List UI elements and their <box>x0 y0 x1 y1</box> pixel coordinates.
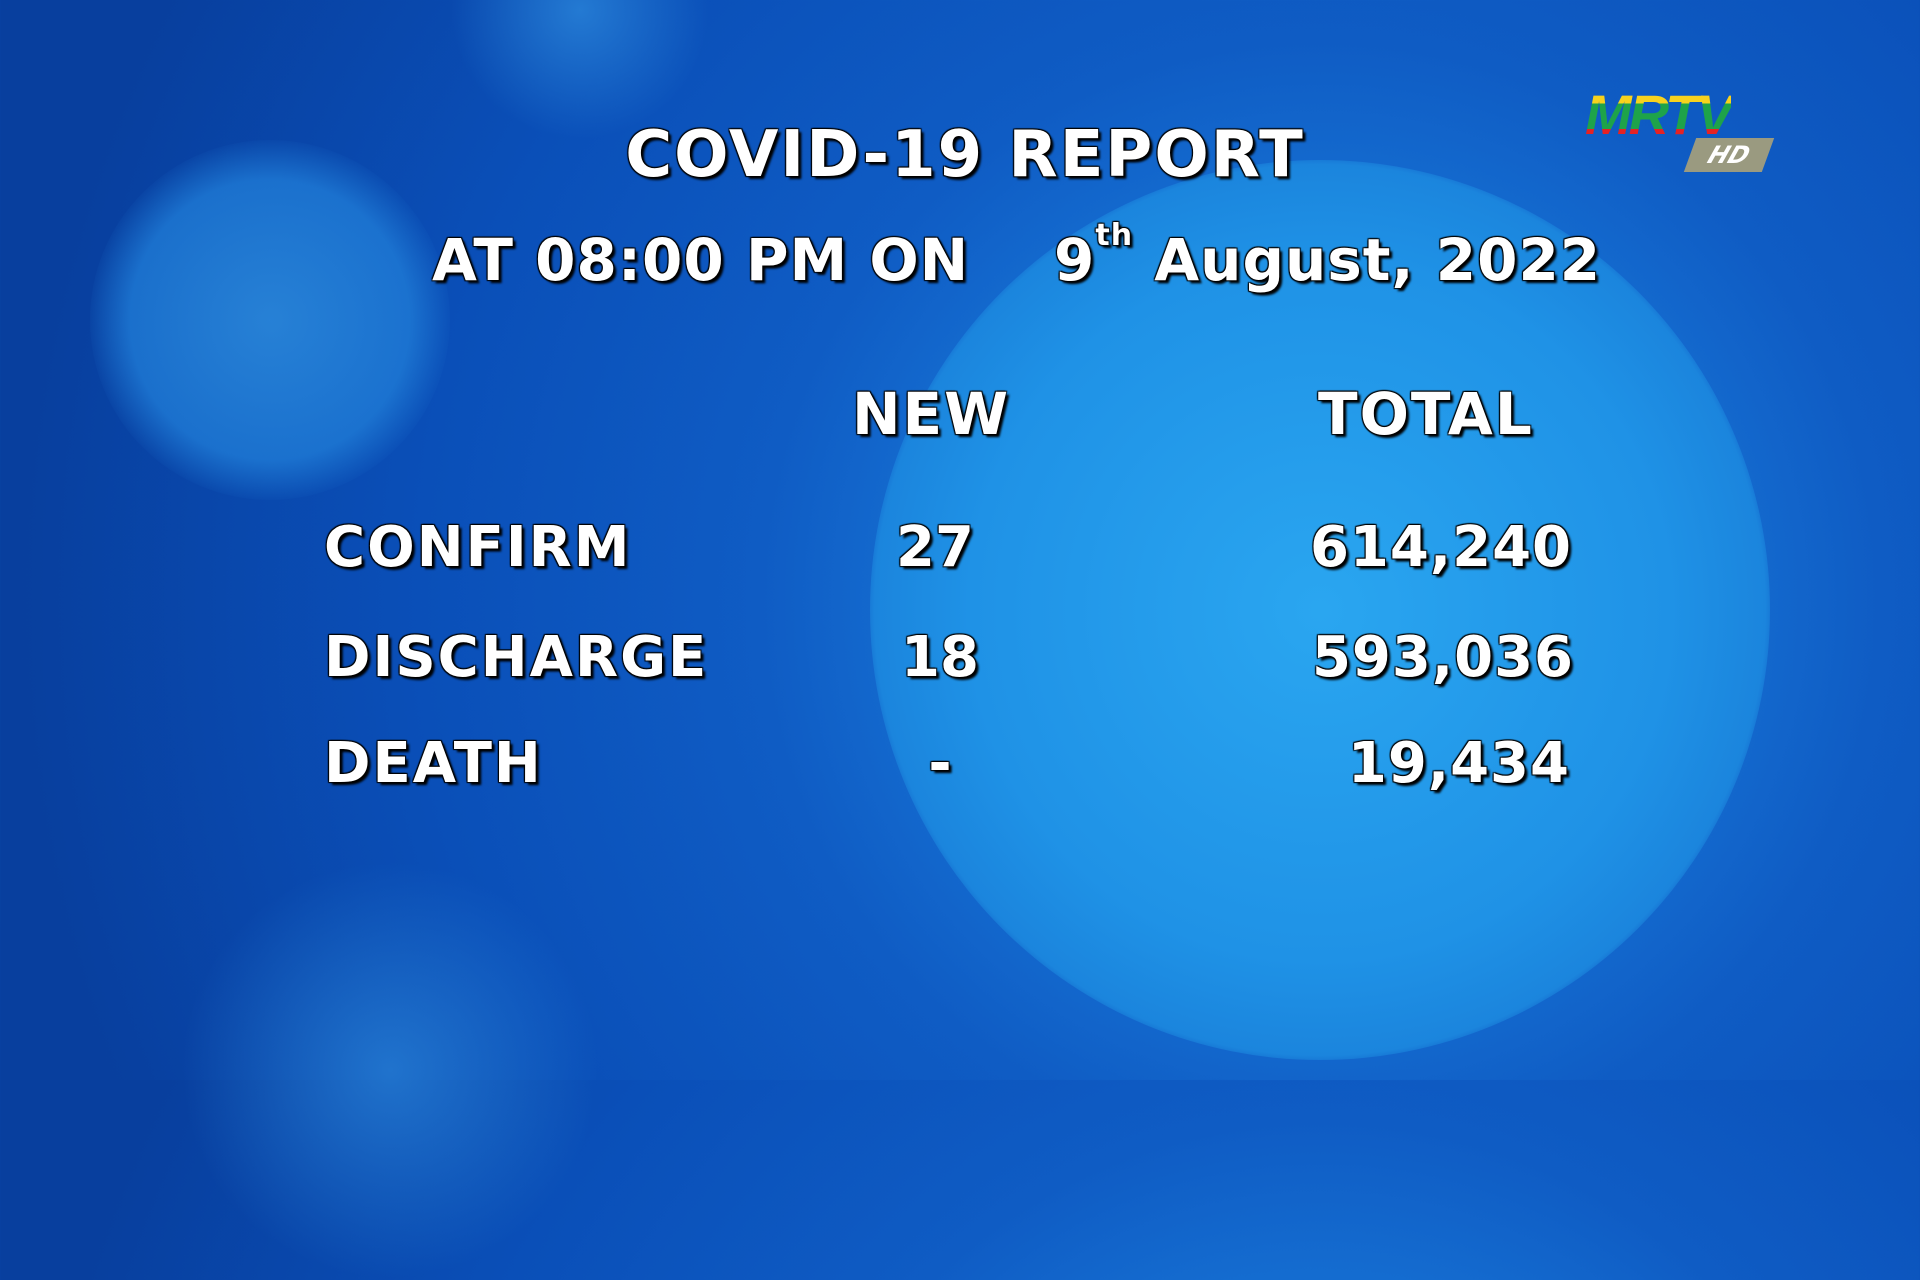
header-total: TOTAL <box>1318 380 1534 448</box>
virus-background-small <box>90 140 450 500</box>
row-label-discharge: DISCHARGE <box>324 625 709 690</box>
virus-background-large <box>870 160 1770 1060</box>
row-label-death: DEATH <box>324 731 543 796</box>
report-title: COVID-19 REPORT <box>625 118 1305 192</box>
row-total-death: 19,434 <box>1347 731 1570 796</box>
header-new: NEW <box>852 380 1011 448</box>
subtitle-suffix: th <box>1095 218 1134 253</box>
row-label-confirm: CONFIRM <box>324 515 632 580</box>
logo-text: MRTV <box>1585 83 1734 146</box>
virus-background-bottom <box>180 860 600 1280</box>
row-total-confirm: 614,240 <box>1309 515 1572 580</box>
subtitle-prefix: AT 08:00 PM ON <box>432 226 970 294</box>
subtitle-date: August, 2022 <box>1154 226 1602 294</box>
row-new-discharge: 18 <box>901 625 979 690</box>
mrtv-logo: MRTV HD <box>1585 82 1785 177</box>
row-new-death: - <box>928 731 952 796</box>
row-new-confirm: 27 <box>896 515 974 580</box>
subtitle-day: 9 <box>1054 226 1096 294</box>
report-subtitle: AT 08:00 PM ON 9th August, 2022 <box>432 218 1602 294</box>
row-total-discharge: 593,036 <box>1311 625 1574 690</box>
